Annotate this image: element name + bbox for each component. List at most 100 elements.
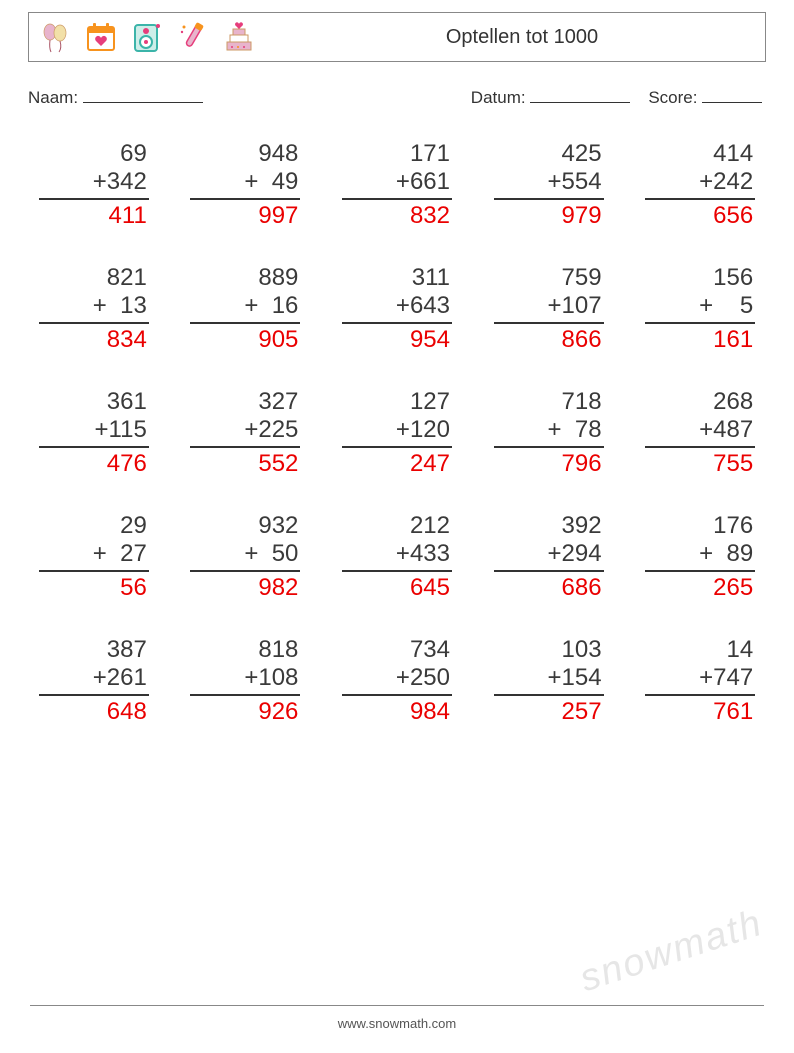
augend: 889 <box>190 264 300 292</box>
addition-problem: 29+ 2756 <box>39 512 149 602</box>
answer: 645 <box>342 572 452 602</box>
addition-problem: 948+ 49997 <box>190 140 300 230</box>
addend-row: + 89 <box>645 540 755 572</box>
addend-row: +108 <box>190 664 300 696</box>
cake-icon <box>221 19 257 55</box>
augend: 171 <box>342 140 452 168</box>
addend-row: +433 <box>342 540 452 572</box>
addend-row: +294 <box>494 540 604 572</box>
balloons-icon <box>37 19 73 55</box>
augend: 212 <box>342 512 452 540</box>
answer: 954 <box>342 324 452 354</box>
answer: 247 <box>342 448 452 478</box>
footer: www.snowmath.com <box>0 1005 794 1031</box>
footer-rule <box>30 1005 764 1006</box>
answer: 982 <box>190 572 300 602</box>
augend: 392 <box>494 512 604 540</box>
addition-problem: 718+ 78796 <box>494 388 604 478</box>
augend: 14 <box>645 636 755 664</box>
addition-problem: 127+120247 <box>342 388 452 478</box>
answer: 257 <box>494 696 604 726</box>
addition-problem: 14+747761 <box>645 636 755 726</box>
problems-grid: 69+342411948+ 49997171+661832425+5549794… <box>28 140 766 726</box>
augend: 29 <box>39 512 149 540</box>
meta-row: Naam: Datum: Score: <box>28 88 766 108</box>
addend-row: +554 <box>494 168 604 200</box>
augend: 127 <box>342 388 452 416</box>
score-label: Score: <box>648 88 697 107</box>
answer: 984 <box>342 696 452 726</box>
answer: 686 <box>494 572 604 602</box>
addition-problem: 69+342411 <box>39 140 149 230</box>
addend-row: +250 <box>342 664 452 696</box>
answer: 656 <box>645 200 755 230</box>
addition-problem: 327+225552 <box>190 388 300 478</box>
addition-problem: 176+ 89265 <box>645 512 755 602</box>
answer: 997 <box>190 200 300 230</box>
footer-url: www.snowmath.com <box>0 1016 794 1031</box>
name-field: Naam: <box>28 88 471 108</box>
addition-problem: 759+107866 <box>494 264 604 354</box>
addend-row: + 49 <box>190 168 300 200</box>
worksheet-page: Optellen tot 1000 Naam: Datum: Score: 69… <box>0 0 794 726</box>
answer: 56 <box>39 572 149 602</box>
augend: 718 <box>494 388 604 416</box>
augend: 932 <box>190 512 300 540</box>
date-blank[interactable] <box>530 88 630 103</box>
answer: 755 <box>645 448 755 478</box>
augend: 268 <box>645 388 755 416</box>
addition-problem: 425+554979 <box>494 140 604 230</box>
watermark: snowmath <box>575 902 768 1001</box>
addend-row: + 13 <box>39 292 149 324</box>
answer: 905 <box>190 324 300 354</box>
augend: 821 <box>39 264 149 292</box>
addend-row: +225 <box>190 416 300 448</box>
addend-row: + 5 <box>645 292 755 324</box>
answer: 476 <box>39 448 149 478</box>
name-blank[interactable] <box>83 88 203 103</box>
addend-row: +107 <box>494 292 604 324</box>
addition-problem: 361+115476 <box>39 388 149 478</box>
addend-row: +342 <box>39 168 149 200</box>
addition-problem: 103+154257 <box>494 636 604 726</box>
addend-row: +643 <box>342 292 452 324</box>
speaker-music-icon <box>129 19 165 55</box>
header-icons <box>37 19 257 55</box>
addition-problem: 821+ 13834 <box>39 264 149 354</box>
addition-problem: 818+108926 <box>190 636 300 726</box>
answer: 926 <box>190 696 300 726</box>
augend: 414 <box>645 140 755 168</box>
augend: 425 <box>494 140 604 168</box>
addend-row: +747 <box>645 664 755 696</box>
answer: 411 <box>39 200 149 230</box>
addition-problem: 268+487755 <box>645 388 755 478</box>
addend-row: + 27 <box>39 540 149 572</box>
addition-problem: 171+661832 <box>342 140 452 230</box>
answer: 265 <box>645 572 755 602</box>
augend: 176 <box>645 512 755 540</box>
date-label: Datum: <box>471 88 526 107</box>
augend: 327 <box>190 388 300 416</box>
addend-row: +120 <box>342 416 452 448</box>
augend: 156 <box>645 264 755 292</box>
name-label: Naam: <box>28 88 78 107</box>
addition-problem: 734+250984 <box>342 636 452 726</box>
addition-problem: 932+ 50982 <box>190 512 300 602</box>
addition-problem: 311+643954 <box>342 264 452 354</box>
answer: 832 <box>342 200 452 230</box>
augend: 387 <box>39 636 149 664</box>
champagne-icon <box>175 19 211 55</box>
augend: 759 <box>494 264 604 292</box>
addend-row: + 16 <box>190 292 300 324</box>
addend-row: +154 <box>494 664 604 696</box>
answer: 648 <box>39 696 149 726</box>
calendar-heart-icon <box>83 19 119 55</box>
date-field: Datum: <box>471 88 631 108</box>
answer: 761 <box>645 696 755 726</box>
answer: 834 <box>39 324 149 354</box>
score-blank[interactable] <box>702 88 762 103</box>
score-field: Score: <box>648 88 762 108</box>
addend-row: +115 <box>39 416 149 448</box>
augend: 361 <box>39 388 149 416</box>
addend-row: +242 <box>645 168 755 200</box>
